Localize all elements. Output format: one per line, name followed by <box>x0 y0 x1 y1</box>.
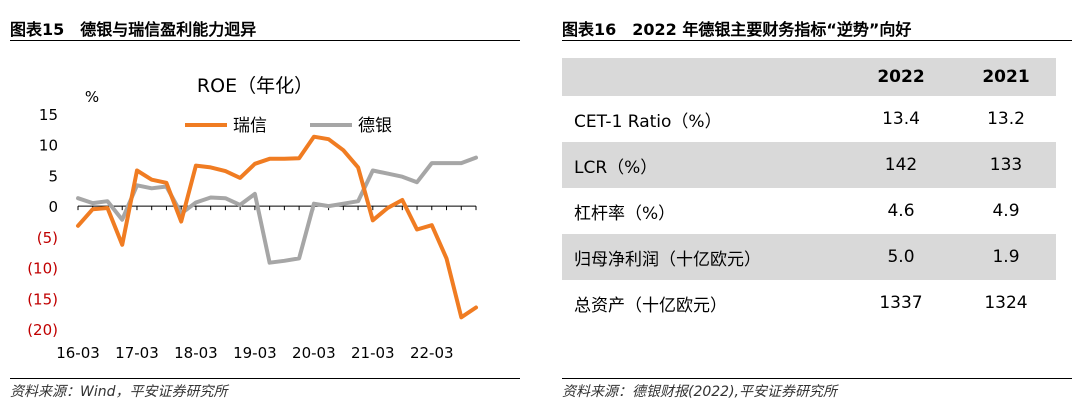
table-header-row: 2022 2021 <box>562 58 1056 96</box>
row-label: 总资产（十亿欧元） <box>574 295 727 316</box>
y-tick-label: (5) <box>37 229 58 247</box>
header-cell-2022: 2022 <box>877 67 925 87</box>
cell-2021: 4.9 <box>992 201 1020 221</box>
chart-title: ROE（年化） <box>197 75 313 97</box>
cell-2022: 1337 <box>879 293 923 313</box>
cell-2022: 4.6 <box>887 201 915 221</box>
row-label: CET-1 Ratio（%） <box>574 111 722 132</box>
series-line-credit-suisse <box>76 134 478 320</box>
y-axis-unit-label: % <box>85 88 99 106</box>
x-axis-ticks: 16-03 17-03 18-03 19-03 20-03 21-03 22-03 <box>56 205 477 362</box>
cell-2021: 1324 <box>984 293 1028 313</box>
table-row: 总资产（十亿欧元） 1337 1324 <box>562 280 1056 326</box>
y-tick-label: 10 <box>39 137 58 155</box>
cell-2022: 142 <box>884 155 918 175</box>
table-row: LCR（%） 142 133 <box>562 142 1056 188</box>
y-tick-label: (15) <box>27 290 58 308</box>
header-cell-2021: 2021 <box>982 67 1030 87</box>
title-rule <box>562 40 1072 41</box>
figure-16-source: 资料来源：德银财报(2022),平安证券研究所 <box>562 384 838 400</box>
cell-2021: 133 <box>989 155 1023 175</box>
table-row: CET-1 Ratio（%） 13.4 13.2 <box>562 96 1056 142</box>
financial-indicators-table: 2022 2021 CET-1 Ratio（%） 13.4 13.2 LCR（%… <box>562 58 1056 326</box>
legend-label: 瑞信 <box>233 116 267 136</box>
cell-2022: 13.4 <box>882 109 920 129</box>
y-tick-label: 15 <box>39 106 58 124</box>
left-figure-panel: 图表15 德银与瑞信盈利能力迥异 ROE（年化） % 瑞信 德银 15 10 5 0 (5… <box>10 0 520 412</box>
roe-line-chart: ROE（年化） % 瑞信 德银 15 10 5 0 (5) (10) (15) (20) 16-… <box>27 75 478 362</box>
title-rule <box>10 40 520 41</box>
figure-15-title: 图表15 德银与瑞信盈利能力迥异 <box>10 20 257 39</box>
legend-label: 德银 <box>358 116 392 136</box>
source-rule <box>10 378 520 379</box>
table-row: 杠杆率（%） 4.6 4.9 <box>562 188 1056 234</box>
y-tick-label: 0 <box>48 198 58 216</box>
y-tick-label: (10) <box>27 260 58 278</box>
x-tick-label: 17-03 <box>115 344 159 362</box>
x-tick-label: 20-03 <box>292 344 336 362</box>
y-tick-label: 5 <box>48 167 58 185</box>
x-tick-label: 18-03 <box>174 344 218 362</box>
source-rule <box>562 378 1072 379</box>
figure-15-source: 资料来源：Wind，平安证券研究所 <box>10 384 228 400</box>
right-figure-panel: 图表16 2022 年德银主要财务指标“逆势”向好 2022 2021 CET-… <box>562 0 1072 412</box>
y-axis-ticks: 15 10 5 0 (5) (10) (15) (20) <box>27 106 58 339</box>
figure-16-title: 图表16 2022 年德银主要财务指标“逆势”向好 <box>562 20 912 39</box>
x-tick-label: 22-03 <box>410 344 454 362</box>
row-label: LCR（%） <box>574 157 658 178</box>
x-tick-label: 19-03 <box>233 344 277 362</box>
plot-lines <box>76 134 478 320</box>
row-label: 归母净利润（十亿欧元） <box>574 249 761 270</box>
cell-2021: 1.9 <box>992 247 1020 267</box>
x-tick-label: 21-03 <box>351 344 395 362</box>
y-tick-label: (20) <box>27 321 58 339</box>
table-row: 归母净利润（十亿欧元） 5.0 1.9 <box>562 234 1056 280</box>
x-tick-label: 16-03 <box>56 344 100 362</box>
cell-2021: 13.2 <box>987 109 1025 129</box>
row-label: 杠杆率（%） <box>574 203 676 224</box>
chart-legend: 瑞信 德银 <box>185 116 392 136</box>
cell-2022: 5.0 <box>887 247 915 267</box>
header-cell-blank <box>562 58 846 96</box>
series-line-deutsche-bank <box>76 155 478 265</box>
